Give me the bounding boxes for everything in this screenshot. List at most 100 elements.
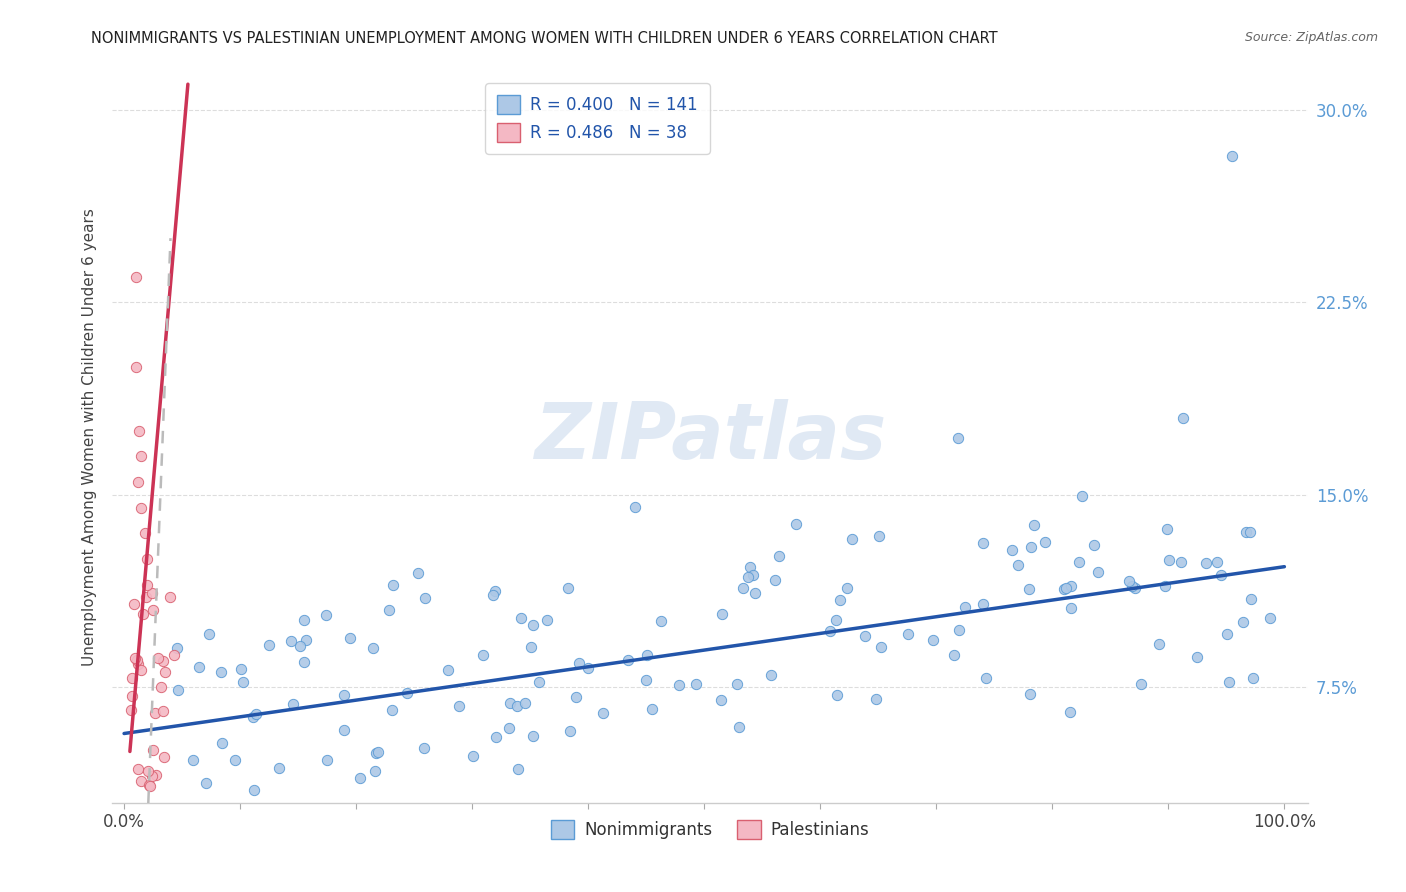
Point bbox=[685, 677, 707, 691]
Point bbox=[159, 590, 181, 604]
Point bbox=[1156, 522, 1178, 536]
Point bbox=[1206, 555, 1229, 569]
Point bbox=[231, 662, 253, 676]
Point bbox=[167, 683, 190, 698]
Point bbox=[837, 581, 859, 595]
Point bbox=[288, 639, 311, 653]
Point bbox=[763, 573, 786, 587]
Point bbox=[948, 623, 970, 637]
Point bbox=[522, 618, 544, 632]
Point bbox=[509, 611, 531, 625]
Point bbox=[194, 776, 217, 790]
Point bbox=[972, 536, 994, 550]
Point bbox=[592, 706, 614, 720]
Point bbox=[733, 582, 755, 596]
Point bbox=[349, 771, 371, 785]
Point bbox=[333, 688, 356, 702]
Point bbox=[711, 607, 734, 621]
Point bbox=[825, 613, 848, 627]
Point bbox=[142, 603, 165, 617]
Point bbox=[163, 648, 186, 662]
Point bbox=[1019, 540, 1042, 554]
Point bbox=[131, 500, 153, 515]
Point bbox=[1239, 524, 1261, 539]
Point bbox=[257, 638, 280, 652]
Text: Source: ZipAtlas.com: Source: ZipAtlas.com bbox=[1244, 31, 1378, 45]
Point bbox=[527, 674, 550, 689]
Point bbox=[519, 640, 541, 654]
Point bbox=[132, 607, 155, 621]
Y-axis label: Unemployment Among Women with Children Under 6 years: Unemployment Among Women with Children U… bbox=[82, 208, 97, 666]
Point bbox=[292, 613, 315, 627]
Point bbox=[366, 746, 388, 760]
Point bbox=[153, 665, 176, 679]
Point bbox=[145, 706, 167, 720]
Point bbox=[1083, 538, 1105, 552]
Point bbox=[139, 779, 162, 793]
Point bbox=[1060, 600, 1083, 615]
Point bbox=[869, 640, 891, 654]
Point bbox=[437, 664, 460, 678]
Point bbox=[211, 736, 233, 750]
Point bbox=[741, 568, 763, 582]
Point bbox=[636, 648, 658, 662]
Point bbox=[942, 648, 965, 662]
Point bbox=[522, 729, 544, 743]
Point bbox=[1157, 553, 1180, 567]
Point bbox=[381, 578, 404, 592]
Point bbox=[413, 740, 436, 755]
Point bbox=[636, 673, 658, 687]
Point bbox=[138, 778, 160, 792]
Point bbox=[1234, 525, 1257, 540]
Point bbox=[135, 590, 157, 604]
Point bbox=[828, 593, 851, 607]
Point bbox=[946, 431, 969, 445]
Point bbox=[136, 577, 159, 591]
Point bbox=[1216, 626, 1239, 640]
Point bbox=[242, 783, 264, 797]
Point bbox=[461, 748, 484, 763]
Point bbox=[381, 703, 404, 717]
Point bbox=[1170, 555, 1192, 569]
Point bbox=[361, 641, 384, 656]
Point bbox=[485, 730, 508, 744]
Point bbox=[1121, 579, 1143, 593]
Point bbox=[761, 667, 783, 681]
Point bbox=[367, 745, 389, 759]
Point bbox=[1240, 591, 1263, 606]
Point bbox=[127, 762, 149, 776]
Point bbox=[1053, 582, 1076, 596]
Point bbox=[953, 599, 976, 614]
Point bbox=[725, 677, 748, 691]
Point bbox=[1033, 534, 1056, 549]
Point bbox=[484, 584, 506, 599]
Point bbox=[125, 359, 148, 374]
Point bbox=[1118, 574, 1140, 588]
Point bbox=[499, 696, 522, 710]
Point bbox=[841, 532, 863, 546]
Point bbox=[853, 629, 876, 643]
Point bbox=[744, 586, 766, 600]
Point bbox=[868, 529, 890, 543]
Point bbox=[1059, 579, 1081, 593]
Point bbox=[640, 702, 662, 716]
Point bbox=[1123, 581, 1146, 595]
Text: NONIMMIGRANTS VS PALESTINIAN UNEMPLOYMENT AMONG WOMEN WITH CHILDREN UNDER 6 YEAR: NONIMMIGRANTS VS PALESTINIAN UNEMPLOYMEN… bbox=[91, 31, 998, 46]
Point bbox=[232, 675, 254, 690]
Point bbox=[1241, 671, 1264, 685]
Point bbox=[292, 655, 315, 669]
Point bbox=[1130, 676, 1153, 690]
Point bbox=[738, 560, 761, 574]
Point bbox=[152, 655, 174, 669]
Point bbox=[142, 743, 165, 757]
Point bbox=[415, 591, 437, 605]
Text: ZIPatlas: ZIPatlas bbox=[534, 399, 886, 475]
Point bbox=[153, 749, 176, 764]
Point bbox=[447, 699, 470, 714]
Point bbox=[131, 450, 153, 464]
Point bbox=[498, 721, 520, 735]
Point bbox=[1059, 706, 1081, 720]
Point bbox=[141, 585, 163, 599]
Point bbox=[183, 753, 205, 767]
Point bbox=[974, 672, 997, 686]
